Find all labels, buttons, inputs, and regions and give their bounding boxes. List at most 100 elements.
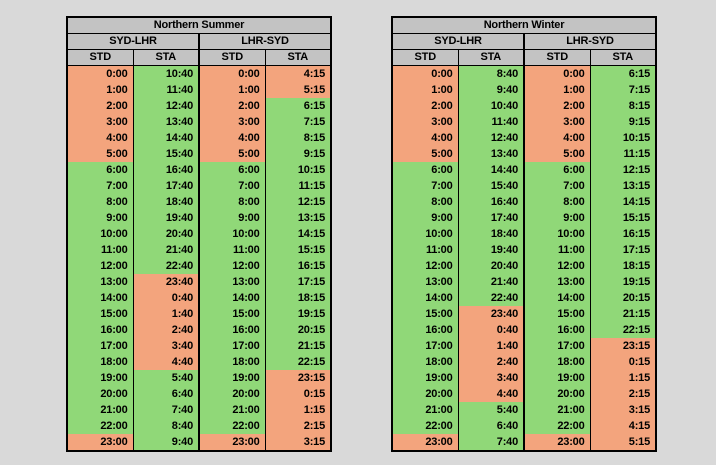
table-row: 13:00 23:40 13:00 17:15 — [66, 274, 332, 290]
time-cell: 9:40 — [457, 82, 525, 98]
table-row: 9:00 19:40 9:00 13:15 — [66, 210, 332, 226]
table-row: 19:00 3:40 19:00 1:15 — [391, 370, 657, 386]
time-cell: 17:15 — [264, 274, 332, 290]
time-cell: 23:00 — [198, 434, 266, 451]
time-cell: 0:00 — [523, 65, 591, 82]
time-cell: 15:40 — [132, 146, 200, 162]
time-cell: 5:15 — [589, 434, 657, 451]
time-cell: 18:15 — [264, 290, 332, 306]
table-row: 3:00 13:40 3:00 7:15 — [66, 114, 332, 130]
table-row: 14:00 0:40 14:00 18:15 — [66, 290, 332, 306]
table-row: 18:00 4:40 18:00 22:15 — [66, 354, 332, 370]
time-cell: 22:00 — [523, 418, 591, 434]
table-row: 11:00 21:40 11:00 15:15 — [66, 242, 332, 258]
time-cell: 22:00 — [391, 418, 459, 434]
time-cell: 3:40 — [132, 338, 200, 354]
time-cell: 7:00 — [66, 178, 134, 194]
time-cell: 9:00 — [198, 210, 266, 226]
time-cell: 17:00 — [523, 338, 591, 354]
time-cell: 5:15 — [264, 82, 332, 98]
table-title-row: Northern Winter — [391, 16, 657, 34]
column-header-std: STD — [391, 49, 459, 66]
table-row: 3:00 11:40 3:00 9:15 — [391, 114, 657, 130]
time-cell: 11:40 — [132, 82, 200, 98]
time-cell: 20:40 — [457, 258, 525, 274]
time-cell: 21:15 — [264, 338, 332, 354]
time-cell: 13:40 — [457, 146, 525, 162]
table-row: 8:00 16:40 8:00 14:15 — [391, 194, 657, 210]
time-cell: 4:00 — [66, 130, 134, 146]
time-cell: 14:00 — [391, 290, 459, 306]
time-cell: 9:00 — [66, 210, 134, 226]
time-cell: 9:40 — [132, 434, 200, 451]
column-header-std: STD — [66, 49, 134, 66]
time-cell: 23:00 — [523, 434, 591, 451]
time-cell: 15:00 — [523, 306, 591, 322]
table-row: 9:00 17:40 9:00 15:15 — [391, 210, 657, 226]
time-cell: 20:00 — [523, 386, 591, 402]
time-cell: 14:15 — [264, 226, 332, 242]
table-title-row: Northern Summer — [66, 16, 332, 34]
time-cell: 11:40 — [457, 114, 525, 130]
time-cell: 19:15 — [264, 306, 332, 322]
time-cell: 13:00 — [198, 274, 266, 290]
time-cell: 23:40 — [132, 274, 200, 290]
time-cell: 22:40 — [457, 290, 525, 306]
time-cell: 13:15 — [589, 178, 657, 194]
time-cell: 20:00 — [66, 386, 134, 402]
time-cell: 17:15 — [589, 242, 657, 258]
time-cell: 7:15 — [264, 114, 332, 130]
time-cell: 16:40 — [457, 194, 525, 210]
table-row: 23:00 9:40 23:00 3:15 — [66, 434, 332, 451]
time-cell: 21:40 — [132, 242, 200, 258]
column-header-std: STD — [198, 49, 266, 66]
time-cell: 0:15 — [589, 354, 657, 370]
time-cell: 20:00 — [391, 386, 459, 402]
time-cell: 10:40 — [457, 98, 525, 114]
time-cell: 3:40 — [457, 370, 525, 386]
time-cell: 0:40 — [457, 322, 525, 338]
time-cell: 3:15 — [264, 434, 332, 451]
time-cell: 0:00 — [66, 65, 134, 82]
table-row: 23:00 7:40 23:00 5:15 — [391, 434, 657, 451]
time-cell: 20:15 — [589, 290, 657, 306]
sub-header-row: STD STA STD STA — [391, 49, 657, 66]
time-cell: 6:00 — [198, 162, 266, 178]
time-cell: 6:15 — [264, 98, 332, 114]
time-cell: 2:00 — [198, 98, 266, 114]
time-cell: 8:15 — [264, 130, 332, 146]
column-group-syd-lhr: SYD-LHR — [66, 33, 200, 50]
time-cell: 18:40 — [132, 194, 200, 210]
column-header-std: STD — [523, 49, 591, 66]
table-row: 22:00 8:40 22:00 2:15 — [66, 418, 332, 434]
table-row: 15:00 23:40 15:00 21:15 — [391, 306, 657, 322]
time-cell: 18:00 — [198, 354, 266, 370]
table-row: 17:00 3:40 17:00 21:15 — [66, 338, 332, 354]
time-cell: 17:00 — [391, 338, 459, 354]
table-row: 19:00 5:40 19:00 23:15 — [66, 370, 332, 386]
time-cell: 16:00 — [198, 322, 266, 338]
time-cell: 5:00 — [66, 146, 134, 162]
time-cell: 4:15 — [264, 65, 332, 82]
table-row: 0:00 10:40 0:00 4:15 — [66, 65, 332, 82]
time-cell: 6:00 — [523, 162, 591, 178]
time-cell: 1:15 — [589, 370, 657, 386]
table-row: 6:00 14:40 6:00 12:15 — [391, 162, 657, 178]
time-cell: 1:00 — [523, 82, 591, 98]
table-row: 8:00 18:40 8:00 12:15 — [66, 194, 332, 210]
table-row: 18:00 2:40 18:00 0:15 — [391, 354, 657, 370]
time-cell: 19:00 — [66, 370, 134, 386]
time-cell: 9:15 — [264, 146, 332, 162]
time-cell: 22:15 — [264, 354, 332, 370]
table-row: 5:00 13:40 5:00 11:15 — [391, 146, 657, 162]
time-cell: 20:00 — [198, 386, 266, 402]
time-cell: 2:00 — [523, 98, 591, 114]
time-cell: 5:40 — [457, 402, 525, 418]
time-cell: 10:00 — [391, 226, 459, 242]
time-cell: 15:00 — [391, 306, 459, 322]
table-row: 10:00 20:40 10:00 14:15 — [66, 226, 332, 242]
time-cell: 12:40 — [132, 98, 200, 114]
time-cell: 14:00 — [198, 290, 266, 306]
time-cell: 7:00 — [391, 178, 459, 194]
time-cell: 13:00 — [391, 274, 459, 290]
